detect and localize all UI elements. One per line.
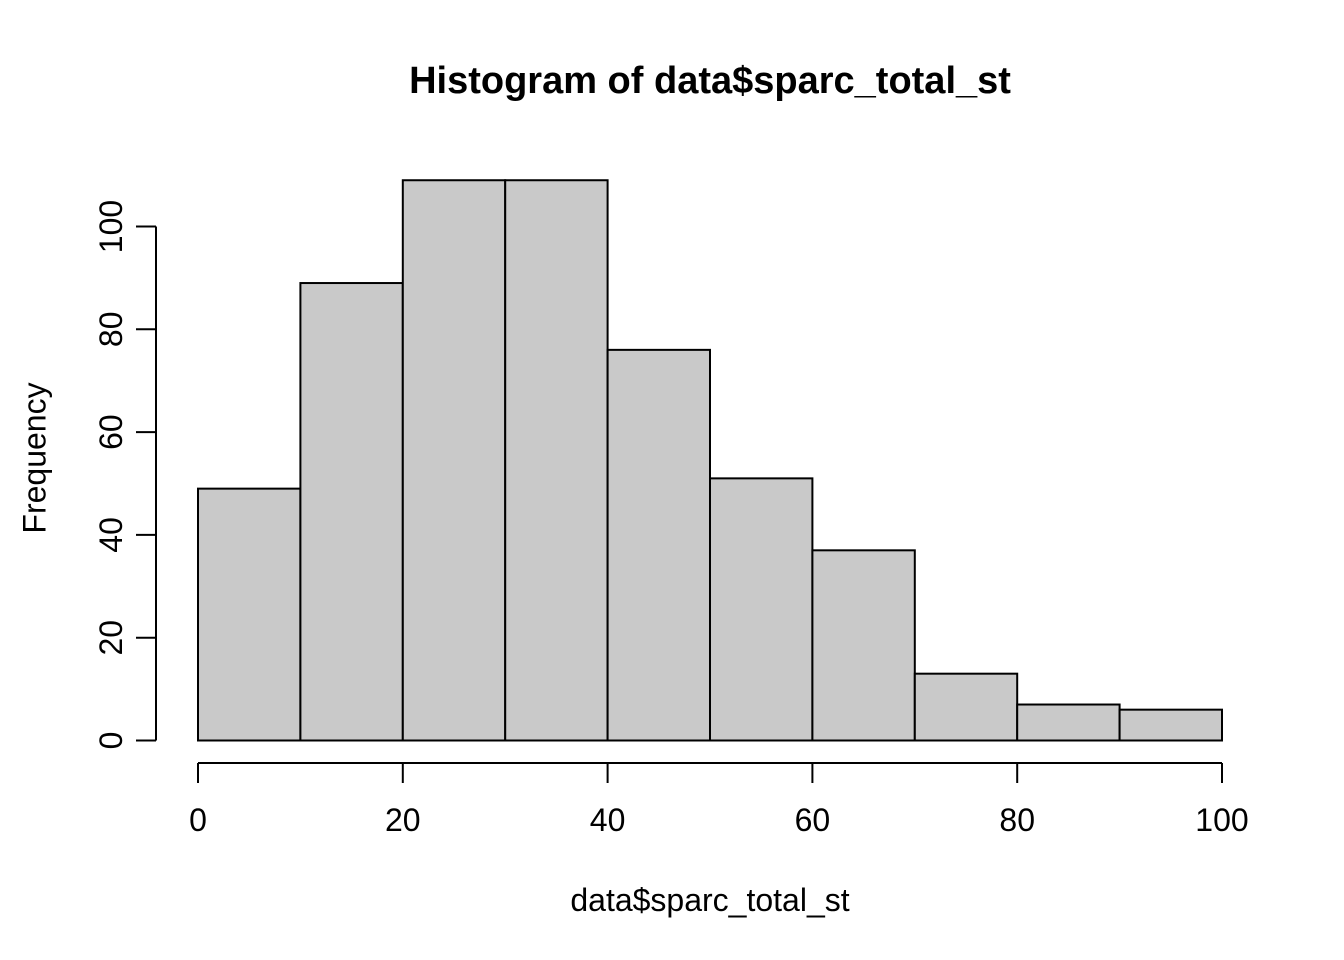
y-tick-label: 60: [93, 414, 129, 450]
x-axis-title: data$sparc_total_st: [570, 882, 850, 918]
histogram-bar: [197, 487, 302, 742]
histogram-bar: [709, 477, 814, 742]
histogram-bar: [606, 348, 711, 742]
histogram-bar: [811, 549, 916, 742]
histogram-bar: [913, 672, 1019, 742]
histogram-bar: [401, 179, 507, 742]
x-tick-label: 60: [795, 802, 831, 838]
histogram-bar: [504, 179, 609, 742]
x-tick-label: 80: [999, 802, 1035, 838]
y-tick-label: 80: [93, 312, 129, 348]
histogram-bar: [1016, 703, 1121, 742]
y-tick-label: 0: [93, 732, 129, 750]
x-tick-label: 0: [189, 802, 207, 838]
x-tick-label: 20: [385, 802, 421, 838]
histogram-bar: [1118, 708, 1223, 742]
x-tick-label: 40: [590, 802, 626, 838]
chart-title: Histogram of data$sparc_total_st: [409, 60, 1011, 102]
y-tick-label: 100: [93, 200, 129, 253]
histogram-bar: [299, 282, 404, 742]
y-tick-label: 40: [93, 517, 129, 553]
y-tick-label: 20: [93, 620, 129, 656]
x-tick-label: 100: [1195, 802, 1248, 838]
y-axis-title: Frequency: [16, 382, 53, 534]
